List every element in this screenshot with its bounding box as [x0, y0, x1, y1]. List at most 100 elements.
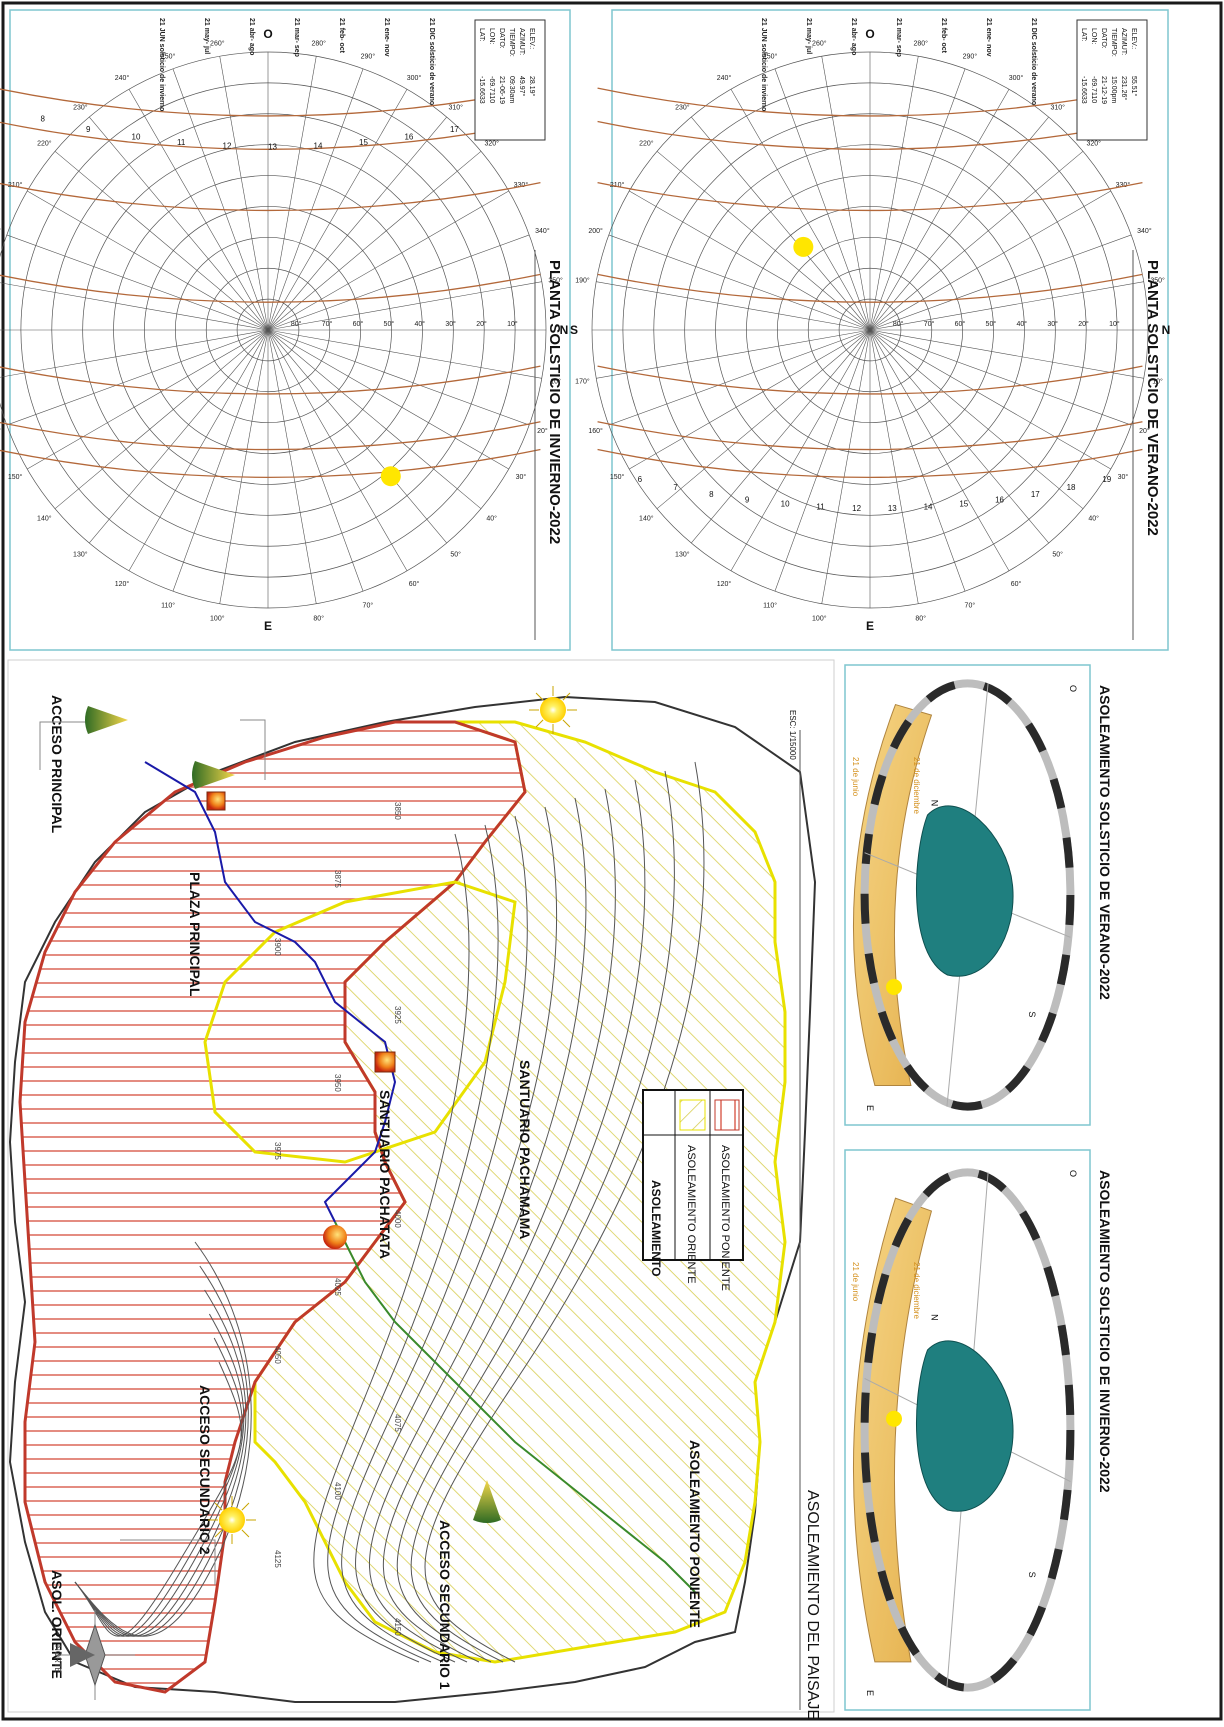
- azimuth-label: 210°: [8, 181, 23, 189]
- contour-label: 4050: [273, 1346, 282, 1364]
- sun-path-curve: [0, 182, 541, 212]
- elevation-label: 30°: [1047, 320, 1058, 328]
- info-key: ELEV.:: [528, 28, 535, 49]
- sun-path-curve: [0, 87, 541, 117]
- label-santuario-pachatata: SANTUARIO PACHATATA: [377, 1090, 393, 1259]
- azimuth-label: 60°: [409, 580, 420, 588]
- azimuth-label: 40°: [1088, 515, 1099, 523]
- info-value: 55.51°: [1130, 76, 1138, 97]
- azimuth-label: 10°: [1152, 378, 1163, 386]
- azimuth-label: 290°: [361, 53, 376, 61]
- date-label: 21 may- jul: [203, 18, 210, 54]
- azimuth-label: 110°: [161, 601, 175, 609]
- date-label: 21 DIC solsticio de verano: [428, 18, 435, 105]
- date-label: 21 JUN solsticio de invierno: [760, 18, 767, 111]
- elevation-label: 10°: [507, 320, 518, 328]
- info-value: 21-12-19: [1100, 76, 1107, 104]
- cardinal-S: S: [570, 323, 578, 337]
- contour-label: 3950: [333, 1074, 342, 1092]
- azimuth-label: 220°: [639, 139, 654, 147]
- info-value: 09:30am: [508, 76, 515, 103]
- info-value: 21-06-19: [498, 76, 505, 104]
- sun-path-curve: [597, 448, 1143, 478]
- elevation-label: 60°: [353, 320, 364, 328]
- azimuth-label: 260°: [812, 39, 827, 47]
- blue-path: [144, 761, 397, 1223]
- plaza-marker: [206, 791, 226, 811]
- elevation-label: 50°: [384, 320, 395, 328]
- azimuth-label: 160°: [588, 427, 603, 435]
- info-key: LON:: [488, 28, 495, 44]
- cardinal-E: E: [866, 619, 874, 633]
- azimuth-label: 350°: [1150, 276, 1165, 284]
- sun-path-curve: [597, 87, 1143, 117]
- date-label: 21 feb- oct: [338, 18, 345, 54]
- legend: ASOLEAMIENTO ASOLEAMIENTO ORIENTE ASOLEAMI…: [642, 1089, 744, 1291]
- info-key: LAT:: [1080, 28, 1087, 42]
- elevation-label: 70°: [322, 320, 333, 328]
- sun-path-curve: [0, 421, 541, 451]
- dir-O: O: [1068, 1170, 1078, 1177]
- sun-position-icon: [380, 466, 401, 487]
- elevation-label: 50°: [986, 320, 997, 328]
- contour-label: 4125: [273, 1550, 282, 1568]
- cardinal-N: N: [1162, 323, 1171, 337]
- hour-label: 12: [223, 142, 232, 151]
- elevation-label: 20°: [1078, 320, 1089, 328]
- azimuth-label: 280°: [311, 39, 326, 47]
- label-santuario-pachamama: SANTUARIO PACHAMAMA: [517, 1060, 533, 1239]
- contour-label: 4150: [393, 1618, 402, 1636]
- december-label: 21 de diciembre: [912, 757, 921, 814]
- azimuth-label: 130°: [675, 551, 690, 559]
- hour-label: 6: [638, 475, 643, 484]
- date-label: 21 ene- nov: [985, 18, 992, 57]
- view3d-title: ASOLEAMIENTO SOLSTICIO DE VERANO-2022: [1097, 685, 1113, 1000]
- info-key: TIEMPO:: [1110, 28, 1117, 57]
- contour-label: 4100: [333, 1482, 342, 1500]
- date-label: 21 DIC solsticio de verano: [1030, 18, 1037, 105]
- info-value: 231.26°: [1120, 76, 1128, 100]
- azimuth-label: 30°: [1118, 473, 1129, 481]
- azimuth-label: 80°: [915, 615, 926, 623]
- hour-label: 14: [313, 142, 322, 151]
- hour-label: 10: [781, 500, 790, 509]
- azimuth-label: 100°: [210, 615, 225, 623]
- azimuth-label: 30°: [516, 473, 527, 481]
- hour-label: 10: [132, 133, 141, 142]
- pachatata-marker: [374, 1051, 396, 1073]
- azimuth-label: 290°: [963, 53, 978, 61]
- sun-path-curve: [0, 448, 541, 478]
- info-key: AZIMUT:: [518, 28, 525, 55]
- elevation-label: 80°: [893, 320, 904, 328]
- hour-label: 13: [268, 143, 277, 152]
- azimuth-label: 280°: [913, 39, 928, 47]
- dir-E: E: [865, 1690, 875, 1696]
- azimuth-label: 350°: [548, 276, 563, 284]
- hour-label: 11: [177, 138, 186, 147]
- sun-path-charts: 10° 20° 30° 40° 50° 60° 70° 80° 100° 110° 120° 130°…: [0, 9, 1171, 651]
- azimuth-label: 320°: [484, 139, 499, 147]
- hour-label: 17: [450, 125, 459, 134]
- azimuth-label: 220°: [37, 139, 52, 147]
- azimuth-label: 150°: [610, 473, 625, 481]
- date-label: 21 ene- nov: [383, 18, 390, 57]
- legend-title: ASOLEAMIENTO: [649, 1180, 663, 1276]
- hour-label: 16: [404, 133, 413, 142]
- contour-label: 4075: [393, 1414, 402, 1432]
- azimuth-label: 100°: [812, 615, 827, 623]
- azimuth-label: 250°: [161, 53, 176, 61]
- terrain-model: [915, 1340, 1014, 1512]
- sun-path-curve: [0, 273, 541, 303]
- sun-path-curve: [597, 120, 1143, 150]
- contour-label: 3975: [273, 1142, 282, 1160]
- azimuth-label: 190°: [575, 276, 590, 284]
- sun-info-box: LAT: -15.6633 LON: -69.7110 DATO: 21-12-19 TIE…: [1076, 19, 1148, 141]
- azimuth-label: 160°: [0, 427, 1, 435]
- azimuth-label: 70°: [363, 601, 374, 609]
- azimuth-label: 20°: [1139, 427, 1150, 435]
- info-value: 28.19°: [528, 76, 536, 97]
- sun-position-icon: [793, 236, 814, 257]
- info-key: LON:: [1090, 28, 1097, 44]
- hour-label: 19: [1102, 475, 1111, 484]
